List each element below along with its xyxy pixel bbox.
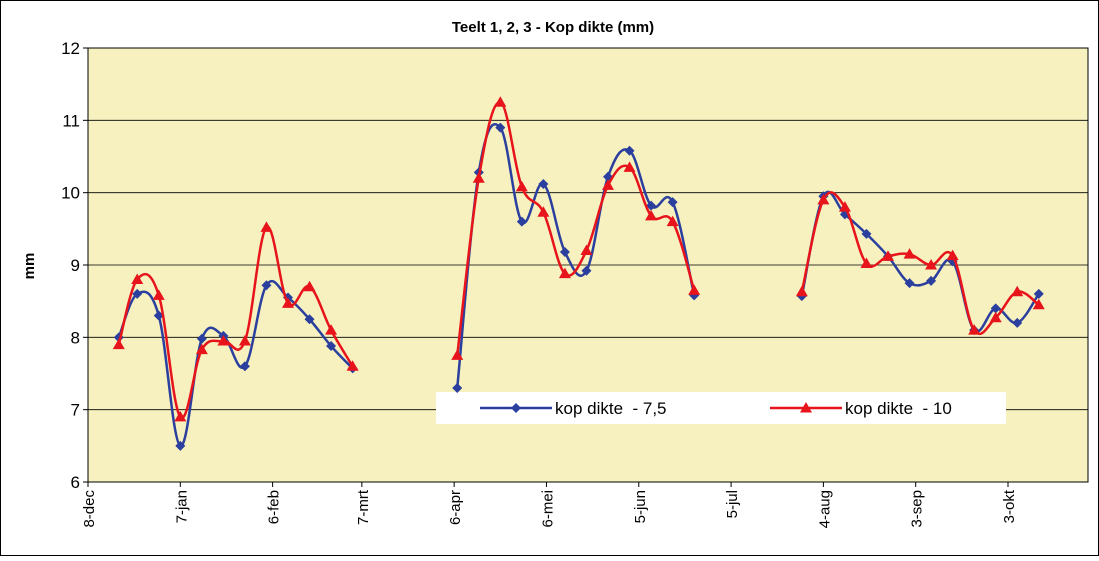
legend-label: kop dikte - 7,5 — [555, 399, 667, 418]
marker — [152, 289, 165, 300]
marker — [303, 280, 316, 292]
marker — [515, 180, 528, 192]
x-tick-label: 5-jul — [724, 490, 741, 518]
marker — [645, 209, 658, 221]
marker — [817, 193, 830, 205]
marker — [153, 310, 164, 321]
marker — [989, 311, 1002, 323]
legend-label: kop dikte - 10 — [845, 399, 952, 418]
marker — [559, 246, 570, 257]
chart-title: Teelt 1, 2, 3 - Kop dikte (mm) — [452, 19, 654, 36]
marker — [860, 257, 873, 269]
x-tick-label: 6-apr — [447, 490, 464, 525]
marker — [666, 215, 679, 227]
marker — [968, 324, 981, 335]
marker — [537, 206, 550, 217]
marker — [260, 221, 273, 232]
y-tick-label: 10 — [61, 184, 80, 203]
marker — [304, 314, 315, 325]
marker — [516, 216, 527, 227]
marker — [1033, 288, 1044, 299]
marker — [926, 275, 937, 286]
marker — [795, 285, 808, 297]
marker — [580, 244, 593, 256]
x-tick-label: 6-feb — [266, 490, 283, 524]
y-tick-label: 6 — [71, 473, 80, 492]
marker — [261, 280, 272, 291]
marker — [452, 382, 463, 393]
marker — [112, 338, 125, 350]
x-tick-label: 4-aug — [816, 490, 833, 528]
marker — [326, 341, 337, 352]
marker — [623, 161, 636, 172]
marker — [325, 324, 338, 335]
y-axis-label: mm — [21, 253, 38, 280]
y-tick-label: 11 — [62, 111, 80, 130]
marker — [861, 228, 872, 239]
legend-marker — [800, 402, 812, 413]
marker — [646, 200, 657, 211]
marker — [581, 265, 592, 276]
marker — [558, 267, 571, 279]
y-tick-label: 9 — [71, 256, 80, 275]
marker — [494, 96, 507, 107]
marker — [904, 278, 915, 289]
marker — [282, 297, 294, 308]
marker — [495, 122, 506, 133]
marker — [667, 197, 678, 208]
marker — [238, 334, 251, 346]
y-tick-label: 7 — [71, 401, 80, 420]
marker — [624, 145, 635, 156]
marker — [1011, 285, 1024, 297]
marker — [882, 250, 894, 261]
y-tick-label: 12 — [61, 39, 80, 58]
marker — [538, 178, 549, 189]
marker — [195, 343, 208, 355]
marker — [174, 410, 187, 422]
marker — [451, 349, 464, 360]
x-tick-label: 7-mrt — [355, 489, 372, 525]
x-tick-label: 3-okt — [1001, 489, 1018, 523]
x-tick-label: 7-jan — [173, 490, 190, 523]
x-tick-label: 3-sep — [909, 490, 926, 528]
x-tick-label: 5-jun — [632, 490, 649, 523]
legend-marker — [511, 403, 521, 413]
marker — [346, 360, 359, 371]
marker — [838, 201, 851, 212]
marker — [131, 273, 144, 284]
x-tick-label: 6-mei — [539, 490, 556, 528]
marker — [196, 333, 207, 344]
marker — [239, 361, 250, 372]
marker — [990, 303, 1001, 314]
marker — [903, 248, 916, 259]
marker — [1012, 317, 1023, 328]
marker — [217, 334, 230, 346]
marker — [688, 284, 701, 295]
marker — [946, 249, 959, 261]
y-tick-label: 8 — [71, 328, 80, 347]
marker — [175, 440, 186, 451]
marker — [602, 179, 614, 190]
marker — [472, 172, 485, 183]
x-tick-label: 8-dec — [81, 490, 98, 528]
marker — [1032, 298, 1045, 310]
marker — [132, 288, 143, 299]
marker — [925, 259, 938, 270]
